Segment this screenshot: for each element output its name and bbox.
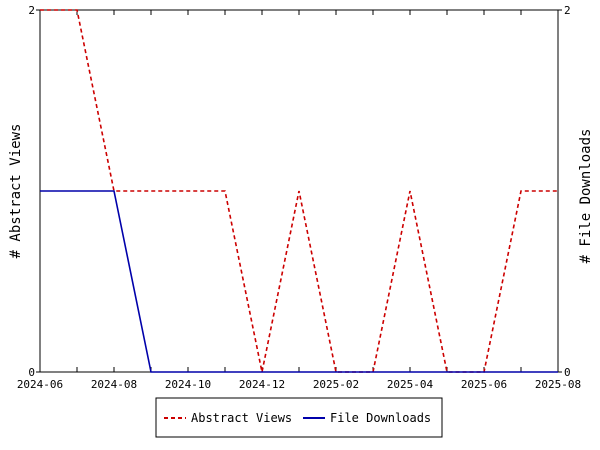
y-tick-label-left: 0 — [28, 366, 35, 379]
y-axis: 0 2 0 2 — [28, 4, 570, 379]
x-tick-label: 2024-06 — [17, 378, 63, 391]
x-tick-label: 2025-04 — [387, 378, 434, 391]
x-tick-label: 2025-02 — [313, 378, 359, 391]
x-tick-label: 2024-12 — [239, 378, 285, 391]
y-axis-label-left: # Abstract Views — [8, 124, 24, 259]
legend: Abstract Views File Downloads — [155, 397, 443, 438]
legend-box — [155, 397, 443, 438]
x-tick-label: 2025-06 — [461, 378, 507, 391]
legend-label-file-downloads: File Downloads — [330, 411, 431, 425]
y-tick-label-left: 2 — [28, 4, 35, 17]
y-tick-label-right: 0 — [564, 366, 571, 379]
y-tick-label-right: 2 — [564, 4, 571, 17]
y-axis-label-right: # File Downloads — [578, 129, 594, 264]
x-tick-label: 2024-08 — [91, 378, 137, 391]
legend-label-abstract-views: Abstract Views — [191, 411, 292, 425]
series-layer — [40, 9, 558, 373]
x-tick-label: 2025-08 — [535, 378, 581, 391]
x-tick-label: 2024-10 — [165, 378, 211, 391]
series-line-file-downloads — [40, 190, 558, 373]
